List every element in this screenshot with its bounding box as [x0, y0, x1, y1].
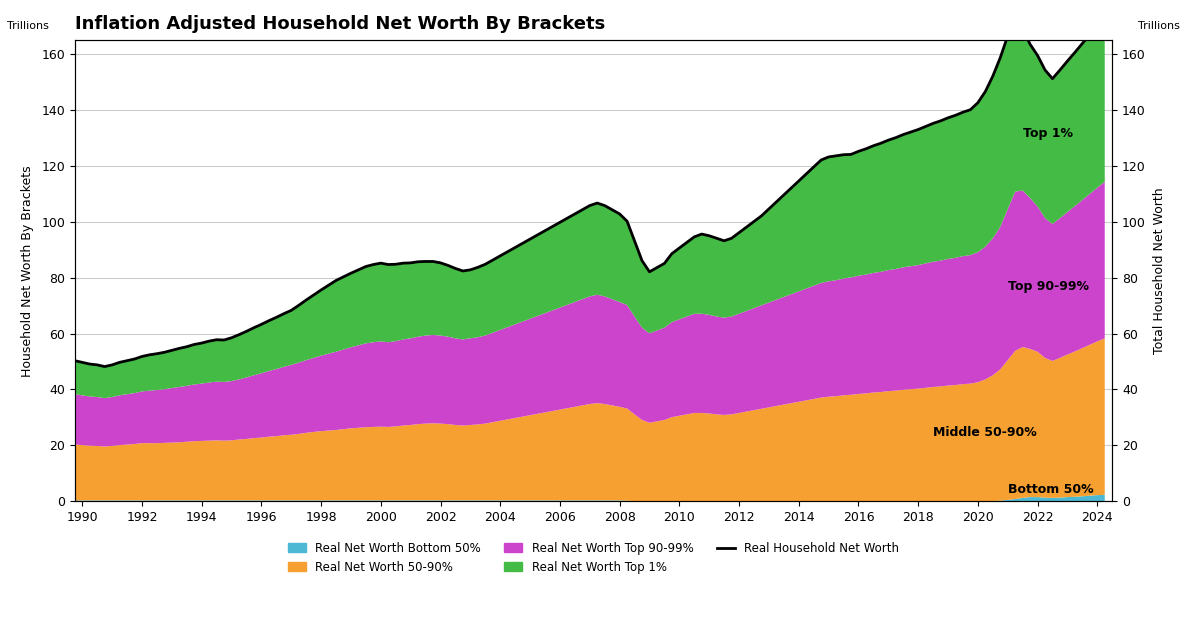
Text: Middle 50-90%: Middle 50-90% — [933, 426, 1036, 438]
Text: Bottom 50%: Bottom 50% — [1008, 483, 1093, 496]
Y-axis label: Total Household Net Worth: Total Household Net Worth — [1153, 187, 1166, 354]
Text: Trillions: Trillions — [1138, 21, 1180, 31]
Text: Trillions: Trillions — [7, 21, 49, 31]
Text: Top 1%: Top 1% — [1023, 126, 1073, 140]
Text: Inflation Adjusted Household Net Worth By Brackets: Inflation Adjusted Household Net Worth B… — [75, 15, 605, 33]
Text: Top 90-99%: Top 90-99% — [1008, 281, 1088, 293]
Y-axis label: Household Net Worth By Brackets: Household Net Worth By Brackets — [21, 165, 34, 377]
Legend: Real Net Worth Bottom 50%, Real Net Worth 50-90%, Real Net Worth Top 90-99%, Rea: Real Net Worth Bottom 50%, Real Net Wort… — [284, 537, 903, 579]
